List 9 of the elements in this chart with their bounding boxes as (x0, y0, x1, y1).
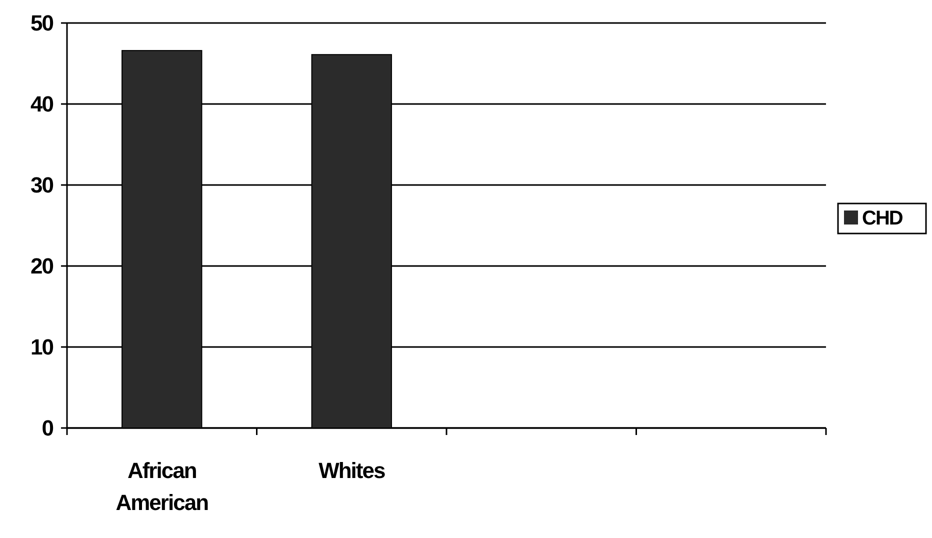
x-tick-label: African American (116, 458, 209, 515)
y-tick-label: 40 (30, 92, 54, 117)
y-tick-label: 10 (30, 334, 54, 360)
x-tick-label: Whites (318, 458, 386, 483)
y-tick-label: 30 (30, 172, 54, 198)
y-tick-label: 20 (30, 254, 54, 279)
legend-label: CHD (862, 208, 903, 230)
y-tick-label: 50 (30, 10, 54, 36)
y-tick-label: 0 (42, 416, 54, 441)
